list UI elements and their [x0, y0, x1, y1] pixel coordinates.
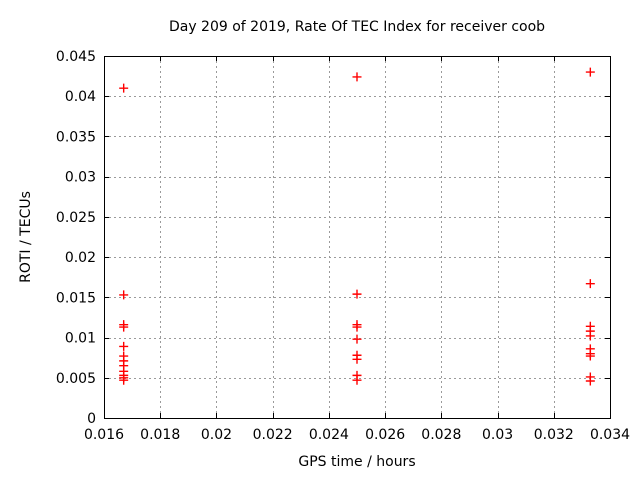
- y-tick-label: 0: [87, 411, 96, 427]
- x-tick-label: 0.03: [482, 427, 513, 443]
- x-axis-label: GPS time / hours: [298, 454, 415, 470]
- tick-labels: 0.016 0.018 0.02 0.022 0.024 0.026 0.028 0.03 0.…: [56, 49, 630, 443]
- data-point-marker: [352, 322, 362, 332]
- axis-layer: [104, 56, 611, 419]
- data-point-marker: [352, 289, 362, 299]
- data-point-marker: [119, 290, 129, 300]
- x-tick-label: 0.02: [201, 427, 232, 443]
- y-tick-label: 0.045: [56, 49, 96, 65]
- x-tick-label: 0.018: [140, 427, 180, 443]
- data-point-marker: [119, 341, 129, 351]
- x-tick-label: 0.026: [365, 427, 405, 443]
- data-point-marker: [119, 375, 129, 385]
- data-point-marker: [585, 351, 595, 361]
- x-tick-label: 0.016: [84, 427, 124, 443]
- data-point-marker: [119, 83, 129, 93]
- x-tick-label: 0.024: [309, 427, 349, 443]
- data-point-marker: [585, 67, 595, 77]
- y-tick-label: 0.035: [56, 129, 96, 145]
- x-tick-label: 0.028: [421, 427, 461, 443]
- chart-title: Day 209 of 2019, Rate Of TEC Index for r…: [169, 19, 545, 35]
- y-tick-label: 0.04: [65, 89, 96, 105]
- data-point-marker: [352, 72, 362, 82]
- y-tick-label: 0.03: [65, 170, 96, 186]
- y-tick-label: 0.02: [65, 250, 96, 266]
- y-axis-label: ROTI / TECUs: [18, 191, 34, 283]
- data-point-marker: [119, 322, 129, 332]
- x-tick-label: 0.032: [534, 427, 574, 443]
- y-tick-label: 0.025: [56, 210, 96, 226]
- data-point-marker: [352, 354, 362, 364]
- y-tick-label: 0.01: [65, 331, 96, 347]
- x-tick-label: 0.034: [590, 427, 630, 443]
- data-points: [119, 67, 595, 386]
- data-point-marker: [585, 279, 595, 289]
- data-point-marker: [352, 375, 362, 385]
- data-point-marker: [585, 376, 595, 386]
- data-point-marker: [585, 331, 595, 341]
- plot-border: [104, 56, 611, 419]
- data-point-marker: [352, 334, 362, 344]
- y-tick-label: 0.015: [56, 290, 96, 306]
- y-tick-label: 0.005: [56, 371, 96, 387]
- x-tick-label: 0.022: [253, 427, 293, 443]
- grid-layer: [104, 56, 611, 419]
